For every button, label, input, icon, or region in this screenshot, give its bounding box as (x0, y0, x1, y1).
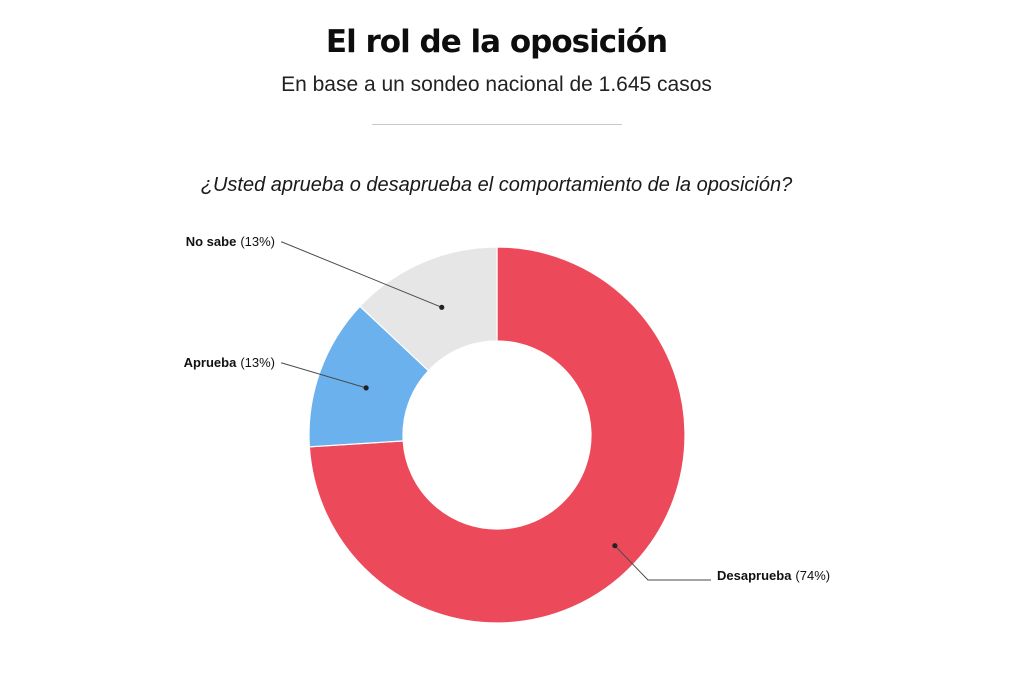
label-value-aprueba: (13%) (240, 355, 275, 370)
label-aprueba: Aprueba (13%) (184, 355, 275, 370)
leader-line-no-sabe (281, 241, 442, 308)
slice-no-sabe (359, 246, 498, 372)
leader-line-aprueba (281, 362, 367, 389)
header-divider (372, 124, 622, 125)
leader-line-desaprueba (614, 545, 711, 581)
donut-slices (308, 246, 686, 624)
label-value-desaprueba: (74%) (795, 568, 830, 583)
chart-subtitle: En base a un sondeo nacional de 1.645 ca… (281, 73, 712, 96)
label-desaprueba: Desaprueba (74%) (717, 568, 830, 583)
label-no-sabe: No sabe (13%) (186, 234, 275, 249)
survey-question: ¿Usted aprueba o desaprueba el comportam… (200, 174, 793, 196)
slice-desaprueba (308, 246, 686, 624)
label-value-no-sabe: (13%) (240, 234, 275, 249)
label-name-no-sabe: No sabe (186, 234, 237, 249)
leader-dot-desaprueba (612, 543, 618, 549)
leader-dot-no-sabe (439, 304, 445, 310)
slice-callouts: Desaprueba (74%)Aprueba (13%)No sabe (13%) (184, 234, 831, 583)
label-name-aprueba: Aprueba (184, 355, 238, 370)
label-name-desaprueba: Desaprueba (717, 568, 792, 583)
leader-dot-aprueba (363, 385, 369, 391)
chart-title: El rol de la oposición (325, 24, 668, 60)
